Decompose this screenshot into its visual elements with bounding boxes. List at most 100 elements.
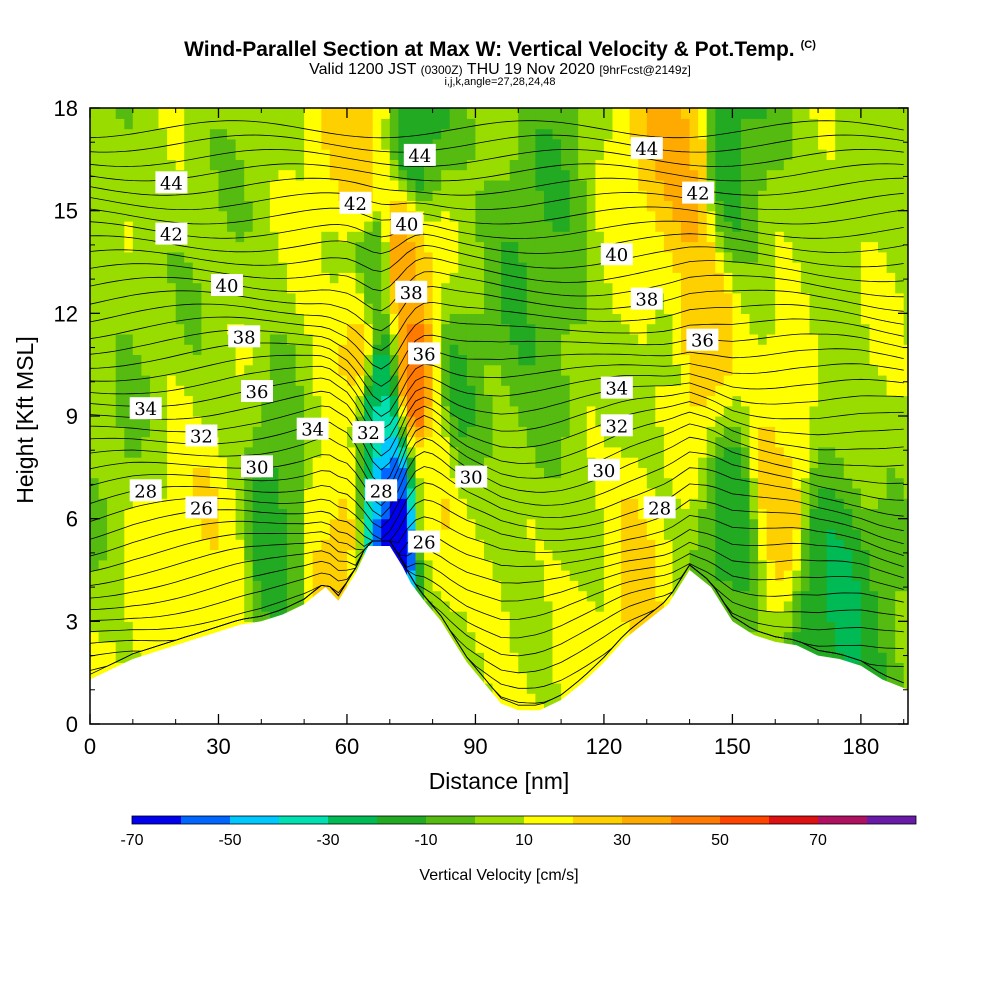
w-cell xyxy=(321,559,331,571)
w-cell xyxy=(501,344,511,355)
w-cell xyxy=(398,128,408,140)
w-cell xyxy=(355,518,365,530)
w-cell xyxy=(741,426,751,438)
w-cell xyxy=(706,118,716,130)
w-cell xyxy=(150,621,160,633)
w-cell xyxy=(329,272,339,284)
w-cell xyxy=(800,641,811,653)
w-cell xyxy=(98,364,108,376)
w-cell xyxy=(783,528,793,540)
w-cell xyxy=(304,323,314,335)
w-cell xyxy=(244,528,254,540)
w-cell xyxy=(158,467,168,479)
w-cell xyxy=(312,570,322,581)
w-cell xyxy=(741,231,751,243)
w-cell xyxy=(475,333,485,345)
w-cell xyxy=(638,241,648,253)
w-cell xyxy=(261,518,271,530)
w-cell xyxy=(458,344,468,355)
w-cell xyxy=(629,518,639,530)
w-cell xyxy=(98,641,108,653)
w-cell xyxy=(295,467,305,479)
w-cell xyxy=(492,374,502,386)
w-cell xyxy=(389,508,399,520)
w-cell xyxy=(449,580,459,592)
w-cell xyxy=(792,416,802,427)
w-cell xyxy=(252,559,262,571)
w-cell xyxy=(672,241,682,253)
w-cell xyxy=(501,570,511,581)
w-cell xyxy=(663,333,674,345)
w-cell xyxy=(621,303,631,314)
w-cell xyxy=(783,344,793,355)
w-cell xyxy=(269,508,280,520)
w-cell xyxy=(209,457,220,468)
w-cell xyxy=(150,559,160,571)
w-cell xyxy=(783,457,793,468)
w-cell xyxy=(261,179,271,191)
w-cell xyxy=(603,333,614,345)
w-cell xyxy=(732,292,742,304)
w-cell xyxy=(766,487,776,499)
w-cell xyxy=(732,559,742,571)
w-cell xyxy=(158,118,168,130)
w-cell xyxy=(655,528,665,540)
w-cell xyxy=(132,600,142,612)
w-cell xyxy=(424,426,434,438)
w-cell xyxy=(749,118,759,130)
w-cell xyxy=(115,385,125,397)
w-cell xyxy=(586,128,596,140)
w-cell xyxy=(698,477,708,489)
w-cell xyxy=(235,220,245,232)
w-cell xyxy=(398,108,408,119)
w-cell xyxy=(201,179,211,191)
w-cell xyxy=(372,169,382,181)
w-cell xyxy=(424,179,434,191)
w-cell xyxy=(261,426,271,438)
w-cell xyxy=(124,549,134,561)
w-cell xyxy=(175,333,185,345)
w-cell xyxy=(201,611,211,622)
w-cell xyxy=(783,210,793,222)
w-cell xyxy=(492,179,502,191)
w-cell xyxy=(338,272,348,284)
w-cell xyxy=(758,631,768,643)
w-cell xyxy=(201,333,211,345)
w-cell xyxy=(732,190,742,201)
w-cell xyxy=(312,138,322,150)
w-cell xyxy=(689,262,699,273)
w-cell xyxy=(381,374,391,386)
w-cell xyxy=(655,200,665,212)
w-cell xyxy=(184,344,194,355)
w-cell xyxy=(509,508,519,520)
w-cell xyxy=(526,210,536,222)
w-cell xyxy=(663,436,674,448)
w-cell xyxy=(603,190,614,201)
w-cell xyxy=(715,282,725,294)
w-cell xyxy=(167,477,177,489)
w-cell xyxy=(424,508,434,520)
w-cell xyxy=(766,169,776,181)
w-cell xyxy=(124,159,134,171)
w-cell xyxy=(381,354,391,366)
w-cell xyxy=(783,354,793,366)
w-cell xyxy=(586,374,596,386)
w-cell xyxy=(321,128,331,140)
w-cell xyxy=(441,570,451,581)
w-cell xyxy=(98,457,108,468)
w-cell xyxy=(612,364,622,376)
w-cell xyxy=(252,138,262,150)
w-cell xyxy=(424,405,434,417)
w-cell xyxy=(526,436,536,448)
w-cell xyxy=(192,374,202,386)
w-cell xyxy=(629,405,639,417)
w-cell xyxy=(235,385,245,397)
w-cell xyxy=(621,313,631,325)
w-cell xyxy=(501,539,511,551)
w-cell xyxy=(287,323,297,335)
w-cell xyxy=(749,426,759,438)
w-cell xyxy=(132,313,142,325)
w-cell xyxy=(278,385,288,397)
w-cell xyxy=(698,457,708,468)
w-cell xyxy=(621,272,631,284)
